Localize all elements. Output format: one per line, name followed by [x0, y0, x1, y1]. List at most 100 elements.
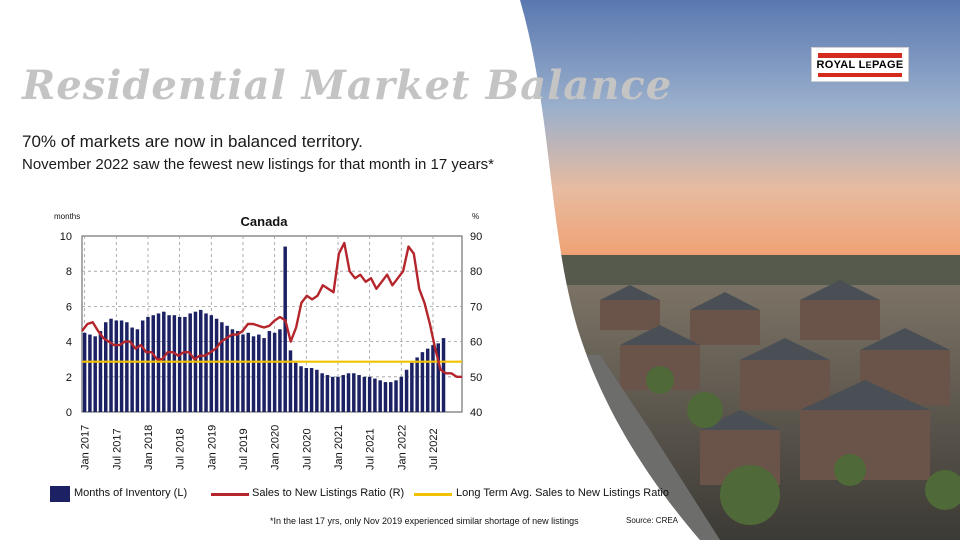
- y-left-tick-label: 8: [66, 266, 72, 278]
- page-title: Residential Market Balance: [22, 62, 673, 109]
- bar-months-inventory: [151, 315, 155, 412]
- x-tick-label: Jan 2021: [333, 425, 345, 470]
- y-right-tick-label: 40: [470, 407, 482, 419]
- bar-months-inventory: [309, 368, 314, 412]
- bar-months-inventory: [441, 338, 446, 412]
- bar-months-inventory: [383, 382, 388, 412]
- logo-text: ROYAL LEPAGE: [816, 59, 904, 71]
- bar-months-inventory: [367, 376, 372, 412]
- bar-months-inventory: [404, 369, 409, 412]
- bar-months-inventory: [125, 322, 129, 412]
- bar-months-inventory: [415, 357, 419, 412]
- x-tick-label: Jan 2022: [396, 425, 408, 470]
- bar-months-inventory: [373, 378, 377, 412]
- footnote: *In the last 17 yrs, only Nov 2019 exper…: [270, 516, 579, 526]
- bar-months-inventory: [420, 352, 425, 412]
- legend-label-ratio: Sales to New Listings Ratio (R): [252, 487, 405, 499]
- right-axis-label: %: [472, 212, 479, 221]
- bar-months-inventory: [299, 366, 303, 412]
- legend-label-long-term-avg: Long Term Avg. Sales to New Listings Rat…: [456, 487, 669, 499]
- chart-title: Canada: [241, 214, 289, 229]
- page-subtitle-listings: November 2022 saw the fewest new listing…: [22, 156, 494, 173]
- bar-months-inventory: [135, 329, 140, 412]
- y-left-tick-label: 2: [66, 372, 72, 384]
- y-right-tick-label: 60: [470, 337, 482, 349]
- bar-months-inventory: [214, 318, 219, 412]
- x-tick-label: Jul 2017: [111, 428, 123, 470]
- left-axis-label: months: [54, 212, 80, 221]
- source-note: Source: CREA: [626, 516, 679, 525]
- bar-months-inventory: [378, 380, 382, 412]
- bar-months-inventory: [262, 338, 266, 412]
- bar-months-inventory: [399, 376, 404, 412]
- legend-swatch-inventory: [50, 486, 70, 502]
- y-right-tick-label: 80: [470, 266, 482, 278]
- bar-months-inventory: [283, 246, 287, 412]
- bar-months-inventory: [257, 334, 261, 412]
- bar-months-inventory: [82, 332, 87, 412]
- bar-months-inventory: [304, 368, 309, 412]
- x-tick-label: Jul 2018: [175, 428, 187, 470]
- bar-months-inventory: [209, 315, 214, 412]
- y-left-tick-label: 10: [60, 231, 72, 243]
- bar-months-inventory: [336, 376, 340, 412]
- bar-months-inventory: [230, 329, 235, 412]
- bar-months-inventory: [88, 334, 92, 412]
- bar-months-inventory: [294, 362, 298, 412]
- bar-months-inventory: [130, 327, 134, 412]
- bar-months-inventory: [357, 375, 361, 412]
- bar-months-inventory: [114, 320, 119, 412]
- logo-red-bar-bottom: [818, 73, 902, 77]
- bar-months-inventory: [246, 332, 250, 412]
- bar-months-inventory: [267, 331, 272, 412]
- x-tick-label: Jul 2019: [238, 428, 250, 470]
- ratio-line: [81, 241, 462, 378]
- bar-months-inventory: [425, 348, 430, 412]
- y-right-tick-label: 50: [470, 372, 482, 384]
- legend-label-inventory: Months of Inventory (L): [74, 487, 188, 499]
- bar-months-inventory: [177, 316, 182, 412]
- bar-months-inventory: [98, 331, 103, 412]
- bar-months-inventory: [146, 316, 150, 412]
- bar-months-inventory: [341, 375, 345, 412]
- bar-months-inventory: [220, 322, 224, 412]
- x-tick-label: Jul 2022: [428, 428, 440, 470]
- bar-months-inventory: [278, 329, 282, 412]
- bar-months-inventory: [352, 373, 356, 412]
- bar-months-inventory: [394, 380, 398, 412]
- bar-months-inventory: [241, 334, 245, 412]
- legend-swatch-long-term-avg: [414, 493, 452, 496]
- bar-months-inventory: [288, 350, 293, 412]
- bar-months-inventory: [330, 376, 335, 412]
- bar-months-inventory: [172, 315, 177, 412]
- x-tick-label: Jul 2020: [301, 428, 313, 470]
- royal-lepage-logo: ROYAL LEPAGE: [811, 47, 909, 82]
- bar-months-inventory: [93, 336, 97, 412]
- bar-months-inventory: [362, 376, 367, 412]
- bar-months-inventory: [119, 320, 124, 412]
- bar-months-inventory: [436, 343, 440, 412]
- bar-months-inventory: [140, 320, 145, 412]
- legend-swatch-ratio: [211, 493, 249, 496]
- bar-months-inventory: [320, 373, 324, 412]
- x-tick-label: Jan 2017: [80, 425, 92, 470]
- y-right-tick-label: 90: [470, 231, 482, 243]
- y-right-tick-label: 70: [470, 301, 482, 313]
- y-left-tick-label: 4: [66, 337, 72, 349]
- bar-months-inventory: [104, 322, 108, 412]
- bar-months-inventory: [225, 325, 229, 412]
- page-subtitle-balanced: 70% of markets are now in balanced terri…: [22, 132, 363, 151]
- bar-months-inventory: [431, 345, 435, 412]
- bar-months-inventory: [272, 332, 277, 412]
- y-left-tick-label: 6: [66, 301, 72, 313]
- bar-months-inventory: [235, 331, 240, 412]
- bar-months-inventory: [109, 318, 113, 412]
- bar-months-inventory: [410, 362, 414, 412]
- bar-months-inventory: [183, 316, 187, 412]
- bar-months-inventory: [251, 336, 256, 412]
- y-left-tick-label: 0: [66, 407, 72, 419]
- bar-months-inventory: [325, 375, 330, 412]
- bar-months-inventory: [389, 382, 393, 412]
- logo-red-bar-top: [818, 53, 902, 58]
